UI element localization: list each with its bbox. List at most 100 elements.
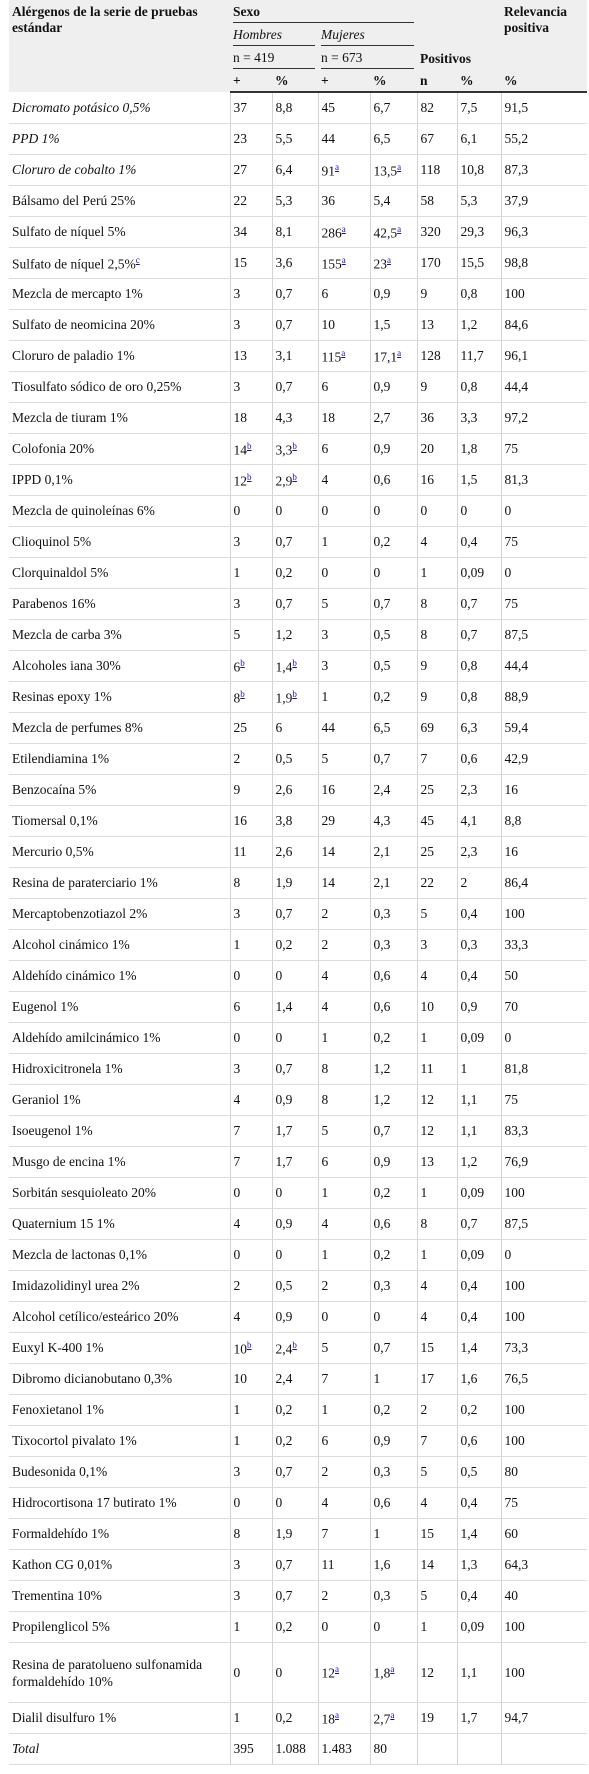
mujeres-pct-cell: 6,5 <box>370 123 418 155</box>
allergen-name-cell: Isoeugenol 1% <box>9 1115 231 1147</box>
footnote-link[interactable]: a <box>397 161 402 172</box>
hombres-plus: 8 <box>233 1526 241 1541</box>
mujeres-plus: 18 <box>321 1711 336 1727</box>
relevancia-pct-cell: 60 <box>501 1518 588 1550</box>
mujeres-plus: 44 <box>321 720 336 735</box>
positivos-n: 12 <box>420 1123 435 1138</box>
allergen-name-cell: Clorquinaldol 5% <box>9 557 231 589</box>
footnote-link[interactable]: a <box>335 161 339 172</box>
table-row: Mezcla de lactonas 0,1% 0 0 1 0,2 1 0,09 0 <box>9 1239 588 1271</box>
positivos-n-cell: 36 <box>417 402 458 434</box>
positivos-pct: 1,4 <box>460 1526 478 1541</box>
positivos-n: 58 <box>420 193 435 208</box>
hombres-plus-cell: 12b <box>230 464 273 496</box>
hombres-pct-cell: 2,6 <box>272 836 319 868</box>
positivos-n: 8 <box>420 627 428 642</box>
hombres-pct: 0,2 <box>275 1402 293 1417</box>
mujeres-pct: 0,6 <box>373 968 391 983</box>
positivos-pct: 0,6 <box>460 751 478 766</box>
allergen-name-cell: Fenoxietanol 1% <box>9 1394 231 1426</box>
mujeres-pct: 0,3 <box>373 937 391 952</box>
footnote-link[interactable]: b <box>292 688 297 699</box>
positivos-n-cell: 0 <box>417 495 458 527</box>
allergen-name: Dialil disulfuro 1% <box>12 1710 117 1725</box>
hombres-plus: 13 <box>233 348 248 363</box>
footnote-link[interactable]: a <box>341 223 346 234</box>
footnote-link[interactable]: a <box>387 254 391 265</box>
footnote-link[interactable]: a <box>390 1709 395 1720</box>
positivos-n: 170 <box>420 255 441 270</box>
footnote-link[interactable]: b <box>240 688 245 699</box>
relevancia-pct: 76,5 <box>504 1371 529 1386</box>
positivos-n-cell: 4 <box>417 1270 458 1302</box>
relevancia-pct-cell: 80 <box>501 1456 588 1488</box>
allergen-name-cell: Propilenglicol 5% <box>9 1611 231 1643</box>
positivos-n-cell: 69 <box>417 712 458 744</box>
footnote-link[interactable]: b <box>247 1339 252 1350</box>
positivos-pct: 0,09 <box>460 565 485 580</box>
mujeres-plus: 4 <box>321 1216 329 1231</box>
table-row: Tiomersal 0,1% 16 3,8 29 4,3 45 4,1 8,8 <box>9 805 588 837</box>
relevancia-pct-cell: 100 <box>501 1425 588 1457</box>
table-row: Fenoxietanol 1% 1 0,2 1 0,2 2 0,2 100 <box>9 1394 588 1426</box>
footnote-link[interactable]: b <box>240 657 245 668</box>
allergen-name: Quaternium 15 1% <box>12 1216 115 1231</box>
hombres-pct-cell: 8,8 <box>272 92 319 124</box>
footnote-link[interactable]: a <box>341 254 346 265</box>
mujeres-plus-cell: 91a <box>318 154 371 186</box>
allergen-name: Clioquinol 5% <box>12 534 92 549</box>
footnote-link[interactable]: a <box>341 347 346 358</box>
positivos-pct-cell: 0,09 <box>457 557 502 589</box>
hombres-plus-cell: 25 <box>230 712 273 744</box>
table-row: Musgo de encina 1% 7 1,7 6 0,9 13 1,2 76,9 <box>9 1146 588 1178</box>
footnote-link[interactable]: a <box>397 223 402 234</box>
positivos-n: 15 <box>420 1340 435 1355</box>
mujeres-pct-cell: 0,6 <box>370 960 418 992</box>
mujeres-plus-cell: 115a <box>318 340 371 372</box>
mujeres-pct-cell: 2,7 <box>370 402 418 434</box>
positivos-pct-cell: 0,2 <box>457 1394 502 1426</box>
mujeres-pct-cell: 6,7 <box>370 92 418 124</box>
hombres-pct-cell: 4,3 <box>272 402 319 434</box>
table-row: Aldehído amilcinámico 1% 0 0 1 0,2 1 0,09 0 <box>9 1022 588 1054</box>
footnote-link[interactable]: a <box>335 1709 339 1720</box>
allergen-name-cell: Geraniol 1% <box>9 1084 231 1116</box>
allergen-name: Sulfato de neomicina 20% <box>12 317 155 332</box>
hombres-plus: 3 <box>233 286 241 301</box>
footnote-link[interactable]: b <box>292 1339 297 1350</box>
mujeres-pct-cell: 2,7a <box>370 1702 418 1734</box>
hombres-plus: 2 <box>233 751 241 766</box>
allergen-name: Parabenos 16% <box>12 596 96 611</box>
table-row: Sulfato de níquel 2,5%c 15 3,6 155a 23a 170 15… <box>9 247 588 279</box>
footnote-link[interactable]: b <box>292 471 297 482</box>
mujeres-plus-cell: 0 <box>318 1611 371 1643</box>
positivos-n: 12 <box>420 1664 435 1680</box>
hombres-plus: 25 <box>233 720 248 735</box>
mujeres-pct-cell: 6,5 <box>370 712 418 744</box>
positivos-pct: 1,5 <box>460 472 478 487</box>
mujeres-pct-cell: 0,2 <box>370 526 418 558</box>
footnote-link[interactable]: a <box>397 347 402 358</box>
mujeres-plus: 10 <box>321 317 336 332</box>
footnote-link[interactable]: c <box>135 254 140 265</box>
mujeres-plus: 1 <box>321 1030 329 1045</box>
hombres-pct: 0,7 <box>275 906 293 921</box>
positivos-n: 8 <box>420 596 428 611</box>
footnote-link[interactable]: b <box>292 657 297 668</box>
positivos-n: 22 <box>420 875 435 890</box>
footnote-link[interactable]: b <box>247 440 252 451</box>
relevancia-pct: 100 <box>504 1309 525 1324</box>
hombres-pct: 1,4 <box>275 659 293 675</box>
positivos-n-cell: 58 <box>417 185 458 217</box>
footnote-link[interactable]: a <box>390 1664 395 1675</box>
footnote-link[interactable]: b <box>247 471 252 482</box>
hombres-plus: 34 <box>233 224 248 239</box>
footnote-link[interactable]: b <box>292 440 297 451</box>
table-row: Resinas epoxy 1% 8b 1,9b 1 0,2 9 0,8 88,9 <box>9 681 588 713</box>
mujeres-plus-cell: 44 <box>318 712 371 744</box>
mujeres-pct-cell: 0,3 <box>370 1270 418 1302</box>
footnote-link[interactable]: a <box>335 1664 339 1675</box>
hombres-pct-cell: 0 <box>272 495 319 527</box>
positivos-n: 17 <box>420 1371 435 1386</box>
mujeres-pct-cell: 1 <box>370 1363 418 1395</box>
